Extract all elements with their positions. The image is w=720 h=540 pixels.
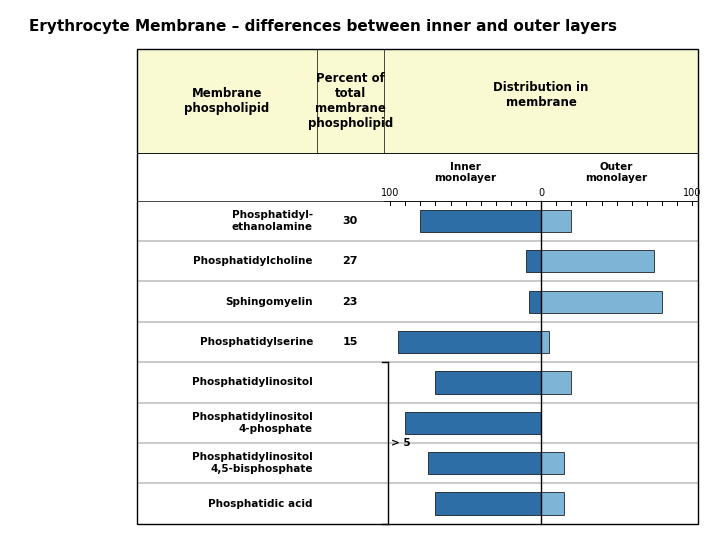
Text: Phosphatidylcholine: Phosphatidylcholine — [194, 256, 313, 266]
Text: 0: 0 — [538, 188, 544, 198]
Text: Membrane
phospholipid: Membrane phospholipid — [184, 87, 269, 115]
Text: Outer
monolayer: Outer monolayer — [585, 162, 648, 184]
Text: 15: 15 — [343, 337, 358, 347]
Text: 100: 100 — [381, 188, 400, 198]
Text: Phosphatidylinositol
4,5-bisphosphate: Phosphatidylinositol 4,5-bisphosphate — [192, 453, 313, 474]
Text: > 5: > 5 — [391, 438, 410, 448]
Text: Phosphatidylserine: Phosphatidylserine — [199, 337, 313, 347]
Text: 27: 27 — [343, 256, 358, 266]
Text: 23: 23 — [343, 296, 358, 307]
Text: 30: 30 — [343, 216, 358, 226]
Text: Phosphatidic acid: Phosphatidic acid — [208, 498, 313, 509]
Text: Phosphatidyl-
ethanolamine: Phosphatidyl- ethanolamine — [232, 210, 313, 232]
Text: Percent of
total
membrane
phospholipid: Percent of total membrane phospholipid — [307, 72, 393, 130]
Text: Inner
monolayer: Inner monolayer — [435, 162, 497, 184]
Text: Sphingomyelin: Sphingomyelin — [225, 296, 313, 307]
Text: Phosphatidylinositol
4-phosphate: Phosphatidylinositol 4-phosphate — [192, 412, 313, 434]
Text: Distribution in
membrane: Distribution in membrane — [493, 82, 589, 110]
Text: Erythrocyte Membrane – differences between inner and outer layers: Erythrocyte Membrane – differences betwe… — [29, 19, 617, 34]
Text: 100: 100 — [683, 188, 701, 198]
Text: Phosphatidylinositol: Phosphatidylinositol — [192, 377, 313, 387]
